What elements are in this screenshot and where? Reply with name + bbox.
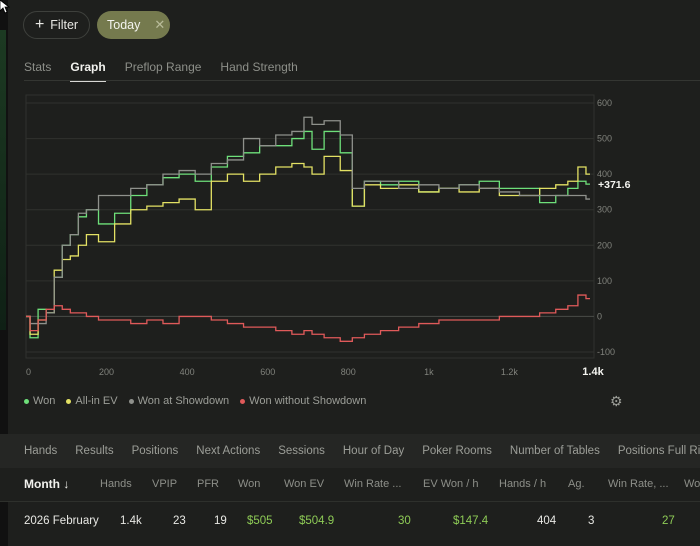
legend-item-won-at-showdown[interactable]: Won at Showdown [128, 395, 230, 407]
report-tabs: Hands Results Positions Next Actions Ses… [24, 445, 700, 457]
x-axis-ticks: 0 200 400 600 800 1k 1.2k 1.4k [26, 366, 605, 378]
legend-dot-won-at-showdown [128, 398, 134, 404]
x-tick-label: 800 [341, 367, 356, 377]
series-line-won-at-showdown [26, 116, 590, 325]
legend-label-won-without-showdown: Won without Showdown [249, 395, 367, 407]
legend-item-all-in-ev[interactable]: All-in EV [66, 395, 118, 407]
column-header-aggression[interactable]: Ag. [568, 478, 585, 490]
y-tick-label: 500 [597, 134, 612, 144]
cell-month: 2026 February [24, 515, 99, 527]
y-tick-label: 200 [597, 240, 612, 250]
legend-dot-all-in-ev [66, 398, 72, 404]
legend-dot-won-without-showdown [240, 398, 246, 404]
chart-grid [25, 94, 595, 359]
close-icon[interactable]: ✕ [154, 17, 166, 32]
cell-pfr: 19 [214, 515, 227, 527]
legend-item-won-without-showdown[interactable]: Won without Showdown [240, 395, 366, 407]
column-header-win-rate[interactable]: Win Rate ... [344, 478, 402, 490]
tab-divider [24, 80, 700, 81]
column-header-month[interactable]: Month ↓ [24, 477, 70, 491]
cell-hands: 1.4k [120, 515, 142, 527]
end-value-label: +371.6 [598, 179, 631, 191]
report-tab-poker-rooms[interactable]: Poker Rooms [422, 445, 492, 457]
x-tick-label: 600 [260, 367, 275, 377]
x-tick-label: 400 [180, 367, 195, 377]
column-header-hands[interactable]: Hands [100, 478, 132, 490]
report-tab-number-of-tables[interactable]: Number of Tables [509, 445, 600, 457]
filter-button[interactable]: + Filter [23, 11, 90, 39]
plot-border [25, 94, 595, 359]
report-tab-hour-of-day[interactable]: Hour of Day [342, 445, 405, 457]
mouse-cursor-icon [0, 0, 10, 14]
window-edge-accent [0, 30, 6, 330]
y-axis-ticks: 600 500 400 300 200 100 0 -100 [597, 98, 615, 357]
today-label: Today [107, 18, 141, 32]
row-divider [0, 501, 700, 502]
tab-graph[interactable]: Graph [70, 60, 106, 82]
legend-label-all-in-ev: All-in EV [75, 395, 118, 407]
report-tab-positions-full-ring[interactable]: Positions Full Ring [617, 445, 700, 457]
today-filter-chip[interactable]: Today ✕ [97, 11, 170, 39]
report-tab-hands[interactable]: Hands [24, 445, 58, 457]
gear-icon[interactable]: ⚙ [610, 393, 623, 409]
report-tab-next-actions[interactable]: Next Actions [196, 445, 261, 457]
column-header-ev-won-per-hour[interactable]: EV Won / h [423, 478, 479, 490]
tab-stats[interactable]: Stats [24, 60, 52, 74]
view-tabs: Stats Graph Preflop Range Hand Strength [24, 60, 317, 82]
legend-label-won-at-showdown: Won at Showdown [137, 395, 230, 407]
filter-label: Filter [50, 18, 79, 32]
tab-hand-strength[interactable]: Hand Strength [220, 60, 298, 74]
cell-hands-per-hour: 404 [537, 515, 557, 527]
legend-label-won: Won [33, 395, 56, 407]
cell-ev-won-per-hour: $147.4 [453, 515, 489, 527]
column-header-won-ev[interactable]: Won EV [284, 478, 325, 490]
legend-item-won[interactable]: Won [24, 395, 55, 407]
column-header-win-rate-2[interactable]: Win Rate, ... [608, 478, 669, 490]
cell-aggression: 3 [588, 515, 595, 527]
column-header-hands-per-hour[interactable]: Hands / h [499, 478, 547, 490]
column-header-won[interactable]: Won [238, 478, 261, 490]
legend-dot-won [24, 398, 29, 404]
report-tabs-bar [0, 434, 700, 468]
y-tick-label: 600 [597, 98, 612, 108]
x-tick-label: 200 [99, 367, 114, 377]
y-tick-label: -100 [597, 347, 615, 357]
column-header-vpip[interactable]: VPIP [152, 478, 178, 490]
x-tick-label: 1k [424, 367, 434, 377]
plus-icon: + [34, 15, 45, 33]
y-tick-label: 0 [597, 311, 602, 321]
cell-win-rate: 30 [398, 515, 411, 527]
report-tab-sessions[interactable]: Sessions [278, 445, 325, 457]
series-line-won [26, 130, 590, 339]
report-tab-results[interactable]: Results [75, 445, 114, 457]
column-header-won-truncated[interactable]: Wo [684, 478, 700, 490]
cell-won-ev: $504.9 [299, 515, 335, 527]
chart-legend: Won All-in EV Won at Showdown Won withou… [24, 395, 377, 407]
y-tick-label: 100 [597, 276, 612, 286]
results-graph[interactable]: 600 500 400 300 200 100 0 -100 0 200 400 600 800 1k 1… [0, 90, 700, 390]
chart-series [26, 116, 590, 342]
cell-vpip: 23 [173, 515, 186, 527]
cell-win-rate-2: 27 [662, 515, 675, 527]
cell-won: $505 [247, 515, 273, 527]
series-line-won-without-showdown [26, 294, 590, 342]
x-tick-label: 0 [26, 367, 31, 377]
column-header-pfr[interactable]: PFR [197, 478, 219, 490]
x-tick-label: 1.2k [501, 367, 519, 377]
table-header [0, 468, 700, 501]
y-tick-label: 400 [597, 169, 612, 179]
report-tab-positions[interactable]: Positions [131, 445, 179, 457]
x-tick-label: 1.4k [582, 366, 604, 378]
tab-preflop-range[interactable]: Preflop Range [124, 60, 202, 74]
y-tick-label: 300 [597, 205, 612, 215]
